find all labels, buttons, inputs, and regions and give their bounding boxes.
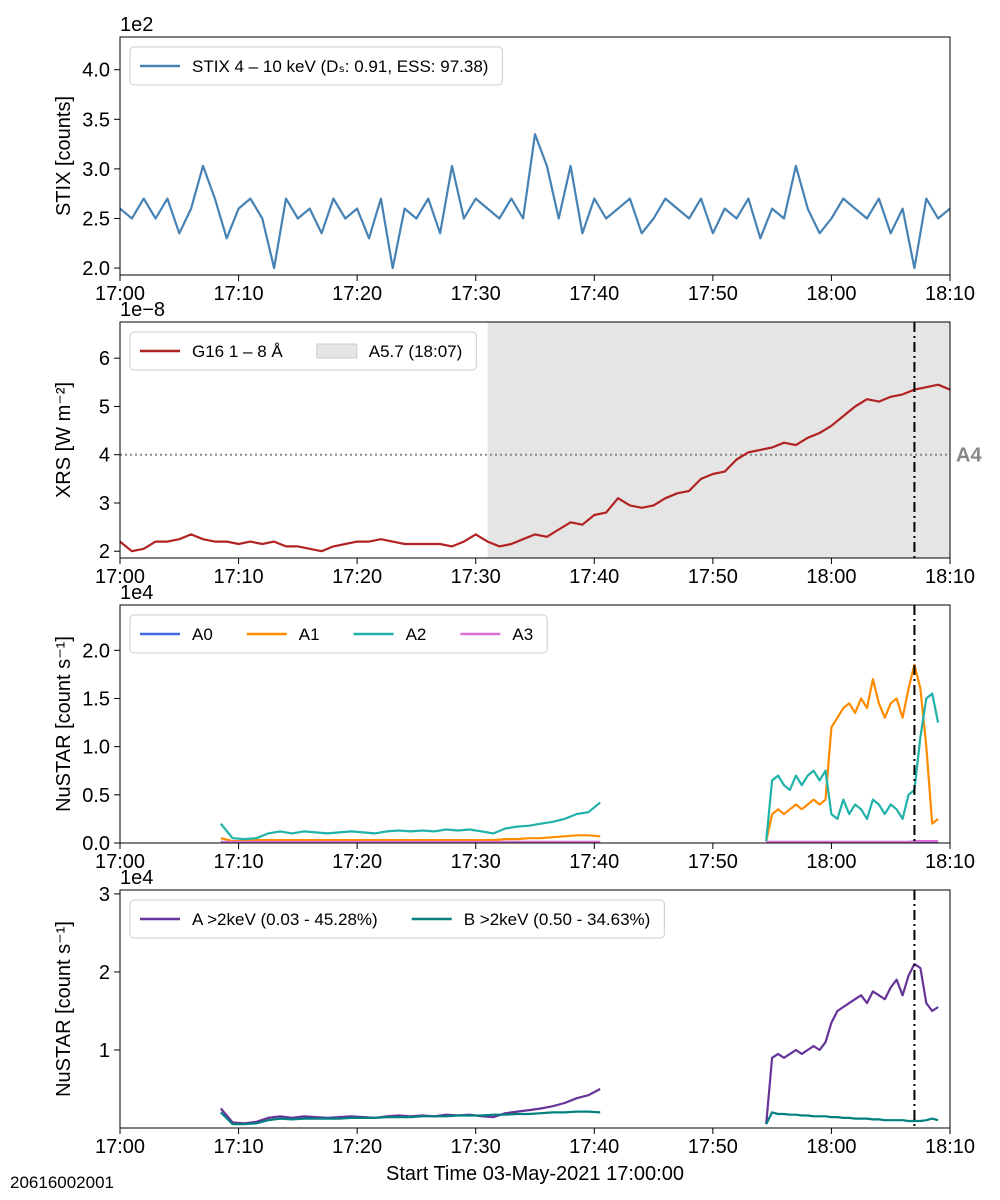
y-tick-label: 3.0	[82, 159, 110, 181]
legend: A >2keV (0.03 - 45.28%) B >2keV (0.50 - 3…	[129, 899, 665, 939]
threshold-label: A4	[956, 445, 982, 467]
legend-box	[129, 899, 665, 939]
x-tick-label: 17:50	[688, 283, 738, 305]
legend-box	[129, 614, 548, 654]
series-line	[220, 663, 939, 843]
y-tick-label: 2.5	[82, 208, 110, 230]
axes-frame	[119, 889, 951, 1129]
series-line	[220, 1110, 939, 1126]
offset-label: 1e−8	[120, 299, 165, 321]
axes-frame	[119, 604, 951, 844]
x-tick-label: 17:00	[95, 1136, 145, 1158]
x-tick-label: 17:00	[95, 566, 145, 588]
axes-frame	[119, 321, 951, 559]
x-tick-label: 17:10	[214, 851, 264, 873]
y-axis-label: NuSTAR [count s⁻¹]	[53, 636, 75, 812]
x-tick-label: 17:20	[332, 1136, 382, 1158]
legend: A0 A1 A2 A3	[129, 614, 548, 654]
offset-label: 1e4	[120, 867, 153, 889]
x-tick-label: 17:50	[688, 851, 738, 873]
x-tick-label: 17:20	[332, 851, 382, 873]
x-tick-label: 17:00	[95, 851, 145, 873]
legend-label: STIX 4 – 10 keV (Dₛ: 0.91, ESS: 97.38)	[192, 57, 488, 76]
y-axis-label: XRS [W m⁻²]	[53, 382, 75, 498]
axes-frame	[119, 36, 951, 276]
x-tick-label: 17:10	[214, 566, 264, 588]
x-tick-label: 17:20	[332, 283, 382, 305]
x-tick-label: 17:00	[95, 283, 145, 305]
x-tick-label: 18:00	[806, 1136, 856, 1158]
y-tick-label: 6	[99, 348, 110, 370]
y-tick-label: 2	[99, 962, 110, 984]
shaded-region	[487, 322, 950, 558]
y-tick-label: 3	[99, 493, 110, 515]
legend-swatch	[316, 343, 358, 359]
x-tick-label: 17:50	[688, 1136, 738, 1158]
x-tick-label: 18:10	[925, 1136, 975, 1158]
legend-label: A0	[192, 625, 213, 644]
x-tick-label: 18:00	[806, 851, 856, 873]
series-line	[220, 840, 939, 843]
x-tick-label: 17:10	[214, 283, 264, 305]
y-tick-label: 4	[99, 445, 110, 467]
x-axis-label: Start Time 03-May-2021 17:00:00	[386, 1163, 684, 1185]
offset-label: 1e4	[120, 582, 153, 604]
series-line	[219, 963, 939, 1125]
y-tick-label: 1.5	[82, 688, 110, 710]
y-tick-label: 0.5	[82, 785, 110, 807]
x-tick-label: 18:10	[925, 851, 975, 873]
x-tick-label: 17:30	[451, 566, 501, 588]
y-tick-label: 5	[99, 396, 110, 418]
legend-label: A1	[299, 625, 320, 644]
x-tick-label: 18:00	[806, 566, 856, 588]
y-tick-label: 1	[99, 1040, 110, 1062]
x-tick-label: 17:30	[451, 283, 501, 305]
y-axis-label: NuSTAR [count s⁻¹]	[53, 921, 75, 1097]
y-tick-label: 3	[99, 884, 110, 906]
y-tick-label: 3.5	[82, 109, 110, 131]
series-line	[120, 383, 950, 553]
x-tick-label: 17:50	[688, 566, 738, 588]
y-tick-label: 4.0	[82, 60, 110, 82]
y-tick-label: 2.0	[82, 640, 110, 662]
legend: G16 1 – 8 Å A5.7 (18:07)	[129, 331, 477, 371]
y-tick-label: 2	[99, 541, 110, 563]
legend-label: A2	[406, 625, 427, 644]
legend-label: A5.7 (18:07)	[369, 342, 463, 361]
x-tick-label: 17:40	[569, 566, 619, 588]
series-line	[120, 133, 950, 270]
y-axis-label: STIX [counts]	[53, 96, 75, 216]
x-tick-label: 17:30	[451, 1136, 501, 1158]
y-tick-label: 1.0	[82, 737, 110, 759]
legend-label: A3	[512, 625, 533, 644]
x-tick-label: 18:00	[806, 283, 856, 305]
legend-label: G16 1 – 8 Å	[192, 342, 283, 361]
y-tick-label: 0.0	[82, 833, 110, 855]
x-tick-label: 18:10	[925, 566, 975, 588]
x-tick-label: 17:30	[451, 851, 501, 873]
legend-box	[129, 46, 503, 86]
x-tick-label: 17:40	[569, 851, 619, 873]
y-tick-label: 2.0	[82, 258, 110, 280]
x-tick-label: 17:40	[569, 1136, 619, 1158]
legend-box	[129, 331, 477, 371]
x-tick-label: 17:10	[214, 1136, 264, 1158]
legend-label: A >2keV (0.03 - 45.28%)	[192, 910, 378, 929]
legend: STIX 4 – 10 keV (Dₛ: 0.91, ESS: 97.38)	[129, 46, 503, 86]
x-tick-label: 17:40	[569, 283, 619, 305]
figure-id: 20616002001	[10, 1173, 114, 1192]
x-tick-label: 17:20	[332, 566, 382, 588]
series-line	[219, 692, 940, 842]
legend-label: B >2keV (0.50 - 34.63%)	[464, 910, 651, 929]
offset-label: 1e2	[120, 14, 153, 36]
x-tick-label: 18:10	[925, 283, 975, 305]
